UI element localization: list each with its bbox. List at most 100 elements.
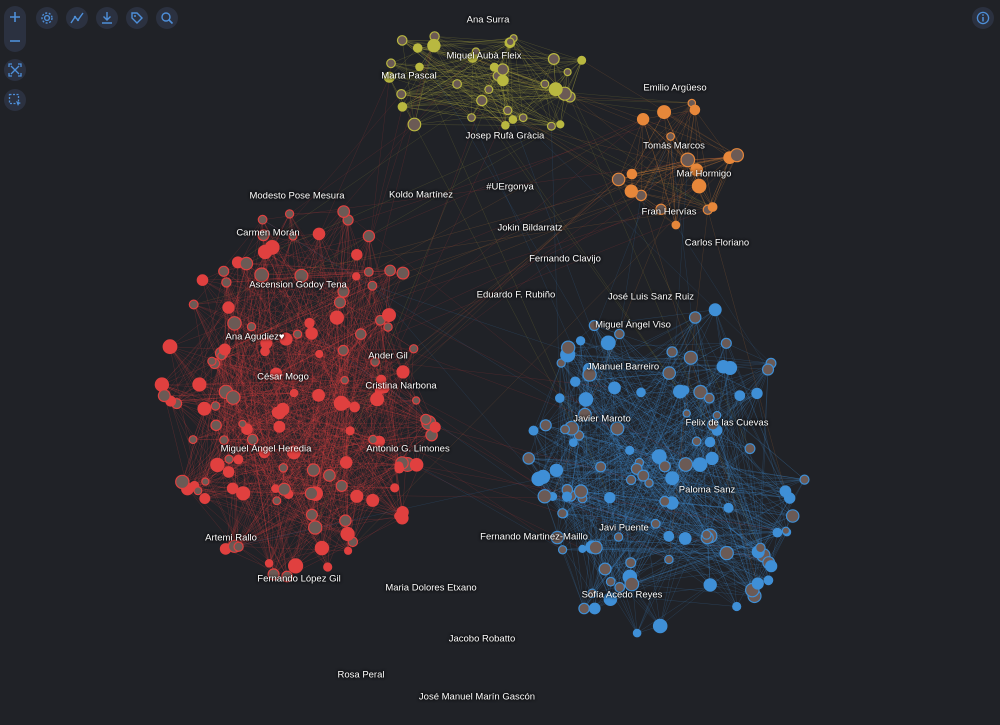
- graph-node: [238, 419, 247, 429]
- graph-edge: [314, 219, 349, 528]
- graph-edge: [261, 206, 713, 276]
- graph-edge: [699, 464, 786, 492]
- zoom-out-button[interactable]: [4, 30, 26, 52]
- graph-node: [658, 460, 671, 473]
- graph-edge: [716, 415, 753, 591]
- graph-edge: [273, 419, 426, 575]
- graph-node: [260, 337, 273, 350]
- graph-edge: [193, 304, 312, 494]
- search-button[interactable]: [156, 7, 178, 29]
- graph-edge: [288, 333, 362, 495]
- layout-button[interactable]: [66, 7, 88, 29]
- graph-edge: [164, 390, 380, 396]
- graph-node: [196, 274, 209, 286]
- graph-edge: [556, 441, 711, 471]
- graph-node: [323, 469, 336, 482]
- info-button[interactable]: [972, 7, 994, 29]
- box-select-button[interactable]: [4, 89, 26, 111]
- graph-edge: [669, 372, 714, 425]
- graph-edge: [643, 413, 687, 476]
- graph-edge: [347, 441, 380, 535]
- graph-node: [192, 377, 207, 392]
- graph-edge: [214, 302, 341, 364]
- zoom-in-button[interactable]: [4, 6, 26, 28]
- graph-edge: [402, 40, 524, 118]
- graph-edge: [402, 42, 511, 108]
- graph-edge: [402, 179, 619, 373]
- graph-edge: [199, 271, 224, 385]
- graph-edge: [349, 430, 395, 489]
- graph-edge: [594, 325, 673, 353]
- graph-node: [734, 390, 746, 402]
- graph-edge: [610, 363, 772, 582]
- graph-edge: [355, 276, 427, 420]
- graph-edge: [591, 450, 630, 594]
- graph-edge: [246, 263, 288, 577]
- graph-edge: [314, 348, 414, 528]
- graph-edge: [619, 333, 737, 607]
- graph-edge: [268, 406, 355, 564]
- graph-edge: [269, 541, 353, 564]
- graph-edge: [242, 423, 380, 442]
- graph-edge: [533, 430, 670, 560]
- graph-edge: [580, 450, 630, 492]
- graph-node: [315, 349, 324, 359]
- graph-edge: [605, 537, 708, 570]
- graph-edge: [390, 63, 713, 208]
- graph-edge: [223, 271, 341, 303]
- graph-edge: [224, 276, 357, 350]
- graph-edge: [481, 100, 514, 120]
- graph-edge: [660, 136, 671, 210]
- graph-edge: [341, 285, 373, 486]
- graph-edge: [318, 395, 400, 469]
- settings-gear-icon: [41, 12, 53, 24]
- graph-edge: [471, 93, 565, 118]
- graph-edge: [215, 333, 361, 426]
- graph-edge: [226, 282, 349, 551]
- graph-edge: [570, 392, 642, 496]
- graph-edge: [221, 352, 351, 432]
- graph-node: [337, 285, 350, 298]
- graph-edge: [192, 390, 380, 440]
- graph-edge: [246, 263, 417, 401]
- graph-edge: [533, 397, 560, 431]
- tag-button[interactable]: [126, 7, 148, 29]
- graph-edge: [225, 317, 338, 393]
- graph-edge: [618, 482, 650, 538]
- graph-edge: [618, 478, 673, 538]
- graph-edge: [566, 392, 642, 497]
- fit-screen-button[interactable]: [4, 59, 26, 81]
- graph-edge: [629, 502, 673, 578]
- graph-edge: [276, 380, 345, 501]
- graph-edge: [670, 136, 677, 226]
- graph-edge: [533, 430, 574, 443]
- graph-node: [508, 115, 518, 124]
- graph-node: [570, 376, 581, 387]
- settings-button[interactable]: [36, 7, 58, 29]
- graph-edge: [542, 476, 632, 585]
- graph-edge: [315, 285, 373, 494]
- graph-edge: [297, 333, 344, 351]
- graph-edge: [583, 568, 606, 609]
- graph-node: [157, 389, 171, 403]
- download-button[interactable]: [96, 7, 118, 29]
- graph-node: [382, 308, 397, 323]
- graph-edge: [584, 414, 769, 563]
- graph-edge: [533, 430, 545, 497]
- graph-node: [199, 493, 211, 505]
- graph-node: [312, 388, 326, 402]
- graph-edge: [456, 83, 642, 196]
- graph-edge: [631, 173, 708, 210]
- graph-edge: [266, 342, 436, 428]
- graph-node: [704, 436, 716, 448]
- graph-edge: [670, 136, 701, 393]
- graph-edge: [182, 350, 344, 483]
- graph-edge: [610, 580, 769, 600]
- graph-node: [210, 419, 222, 432]
- graph-edge: [589, 368, 601, 467]
- graph-node: [751, 387, 763, 400]
- graph-edge: [311, 333, 345, 381]
- graph-edge: [318, 388, 385, 396]
- graph-edge: [279, 426, 373, 501]
